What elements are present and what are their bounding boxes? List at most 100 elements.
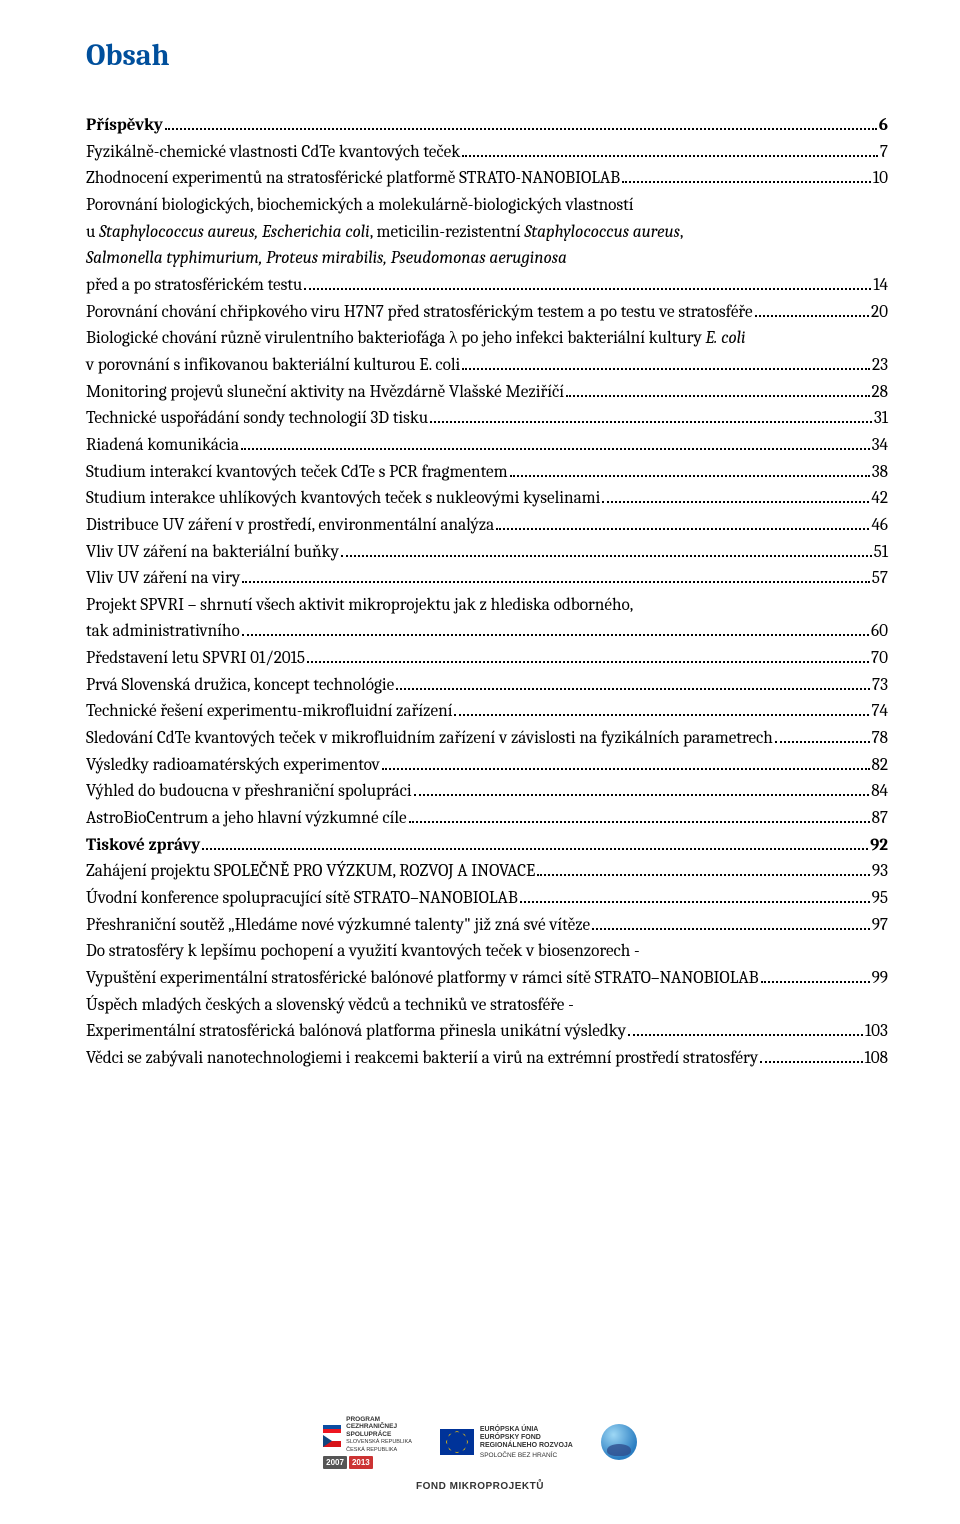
toc-entry-text: před a po stratosférickém testu [86,273,302,300]
toc-row: v porovnání s infikovanou bakteriální ku… [86,353,888,380]
toc-page-number: 95 [872,886,888,913]
toc-row: Tiskové zprávy 92 [86,833,888,860]
toc-entry-text: Porovnání chování chřipkového viru H7N7 … [86,300,753,327]
toc-leader-dots [510,475,870,477]
toc-leader-dots [307,661,869,663]
toc-row: Do stratosféry k lepšímu pochopení a vyu… [86,939,888,966]
toc-row: Fyzikálně-chemické vlastnosti CdTe kvant… [86,140,888,167]
toc-row: Výhled do budoucna v přeshraniční spolup… [86,779,888,806]
toc-entry-text: Biologické chování různě virulentního ba… [86,329,746,348]
toc-entry-text: Prvá Slovenská družica, koncept technoló… [86,673,394,700]
toc-page-number: 103 [865,1019,888,1046]
toc-entry-text: Projekt SPVRI – shrnutí všech aktivit mi… [86,596,633,615]
program-text: PROGRAM CEZHRANIČNEJ SPOLUPRÁCE SLOVENSK… [346,1416,412,1453]
toc-page-number: 87 [872,806,888,833]
toc-page-number: 6 [879,113,888,140]
toc-leader-dots [454,714,869,716]
toc-leader-dots [242,581,870,583]
toc-page-number: 97 [872,913,888,940]
toc-entry-text: Úspěch mladých českých a slovenský vědců… [86,996,574,1015]
toc-entry-text: Vypuštění experimentální stratosférické … [86,966,759,993]
toc-row: Příspěvky 6 [86,113,888,140]
program-logo: PROGRAM CEZHRANIČNEJ SPOLUPRÁCE SLOVENSK… [323,1416,412,1469]
toc-leader-dots [414,794,870,796]
toc-row: u Staphylococcus aureus, Escherichia col… [86,220,888,247]
toc-page-number: 92 [870,833,888,860]
toc-row: Vliv UV záření na viry57 [86,566,888,593]
toc-page-number: 57 [872,566,888,593]
toc-leader-dots [165,128,877,130]
toc-row: Technické uspořádání sondy technologií 3… [86,406,888,433]
toc-entry-text: Studium interakcí kvantových teček CdTe … [86,460,508,487]
toc-page-number: 70 [871,646,888,673]
toc-page-number: 20 [871,300,888,327]
toc-entry-text: AstroBioCentrum a jeho hlavní výzkumné c… [86,806,407,833]
fund-label: FOND MIKROPROJEKTŮ [416,1481,544,1492]
toc-page-number: 23 [872,353,888,380]
toc-row: Vliv UV záření na bakteriální buňky 51 [86,540,888,567]
toc-entry-text: Studium interakce uhlíkových kvantových … [86,486,600,513]
toc-entry-text: Experimentální stratosférická balónová p… [86,1019,626,1046]
toc-leader-dots [430,421,872,423]
globe-icon [601,1424,637,1460]
toc-row: před a po stratosférickém testu 14 [86,273,888,300]
toc-page-number: 93 [872,859,888,886]
toc-entry-text: Vliv UV záření na bakteriální buňky [86,540,339,567]
toc-leader-dots [622,181,871,183]
toc-leader-dots [566,395,870,397]
toc-entry-text: Přeshraniční soutěž „Hledáme nové výzkum… [86,913,590,940]
toc-row: Úvodní konference spolupracující sítě ST… [86,886,888,913]
page-title: Obsah [86,38,888,73]
toc-row: Porovnání biologických, biochemických a … [86,193,888,220]
toc-page-number: 60 [871,619,888,646]
toc-leader-dots [496,528,869,530]
toc-entry-text: Tiskové zprávy [86,833,200,860]
toc-row: AstroBioCentrum a jeho hlavní výzkumné c… [86,806,888,833]
toc-entry-text: Monitoring projevů sluneční aktivity na … [86,380,564,407]
toc-row: Prvá Slovenská družica, koncept technoló… [86,673,888,700]
toc-entry-text: Úvodní konference spolupracující sítě ST… [86,886,518,913]
toc-leader-dots [304,288,871,290]
toc-page-number: 99 [872,966,888,993]
toc-entry-text: Do stratosféry k lepšímu pochopení a vyu… [86,942,640,961]
toc-page-number: 31 [874,406,888,433]
toc-page-number: 7 [880,140,888,167]
toc-page-number: 73 [872,673,888,700]
toc-page-number: 46 [871,513,888,540]
toc-entry-text: u Staphylococcus aureus, Escherichia col… [86,223,683,242]
toc-leader-dots [382,768,870,770]
toc-page-number: 28 [872,380,888,407]
toc-page-number: 14 [873,273,888,300]
toc-row: Sledování CdTe kvantových teček v mikrof… [86,726,888,753]
toc-leader-dots [775,741,870,743]
toc-row: Studium interakce uhlíkových kvantových … [86,486,888,513]
toc-row: Studium interakcí kvantových teček CdTe … [86,460,888,487]
toc-leader-dots [537,874,870,876]
toc-entry-text: Příspěvky [86,113,163,140]
toc-row: Zhodnocení experimentů na stratosférické… [86,166,888,193]
toc-entry-text: Riadená komunikácia [86,433,239,460]
toc-row: Přeshraniční soutěž „Hledáme nové výzkum… [86,913,888,940]
toc-row: Představení letu SPVRI 01/201570 [86,646,888,673]
toc-leader-dots [241,448,870,450]
toc-page-number: 82 [872,753,888,780]
toc-page-number: 51 [874,540,888,567]
toc-row: Úspěch mladých českých a slovenský vědců… [86,993,888,1020]
page-content: Obsah Příspěvky 6Fyzikálně-chemické vlast… [0,0,960,1073]
toc-entry-text: Zhodnocení experimentů na stratosférické… [86,166,620,193]
toc-entry-text: Porovnání biologických, biochemických a … [86,196,634,215]
toc-row: Projekt SPVRI – shrnutí všech aktivit mi… [86,593,888,620]
toc-page-number: 84 [871,779,888,806]
toc-leader-dots [760,1061,862,1063]
toc-row: Riadená komunikácia 34 [86,433,888,460]
toc-leader-dots [396,688,870,690]
table-of-contents: Příspěvky 6Fyzikálně-chemické vlastnosti … [86,113,888,1073]
toc-leader-dots [462,368,870,370]
toc-leader-dots [755,315,869,317]
toc-leader-dots [341,555,872,557]
toc-page-number: 108 [865,1046,888,1073]
flags-icon [323,1421,341,1447]
toc-row: Salmonella typhimurium, Proteus mirabili… [86,246,888,273]
toc-leader-dots [761,981,870,983]
toc-page-number: 34 [872,433,888,460]
